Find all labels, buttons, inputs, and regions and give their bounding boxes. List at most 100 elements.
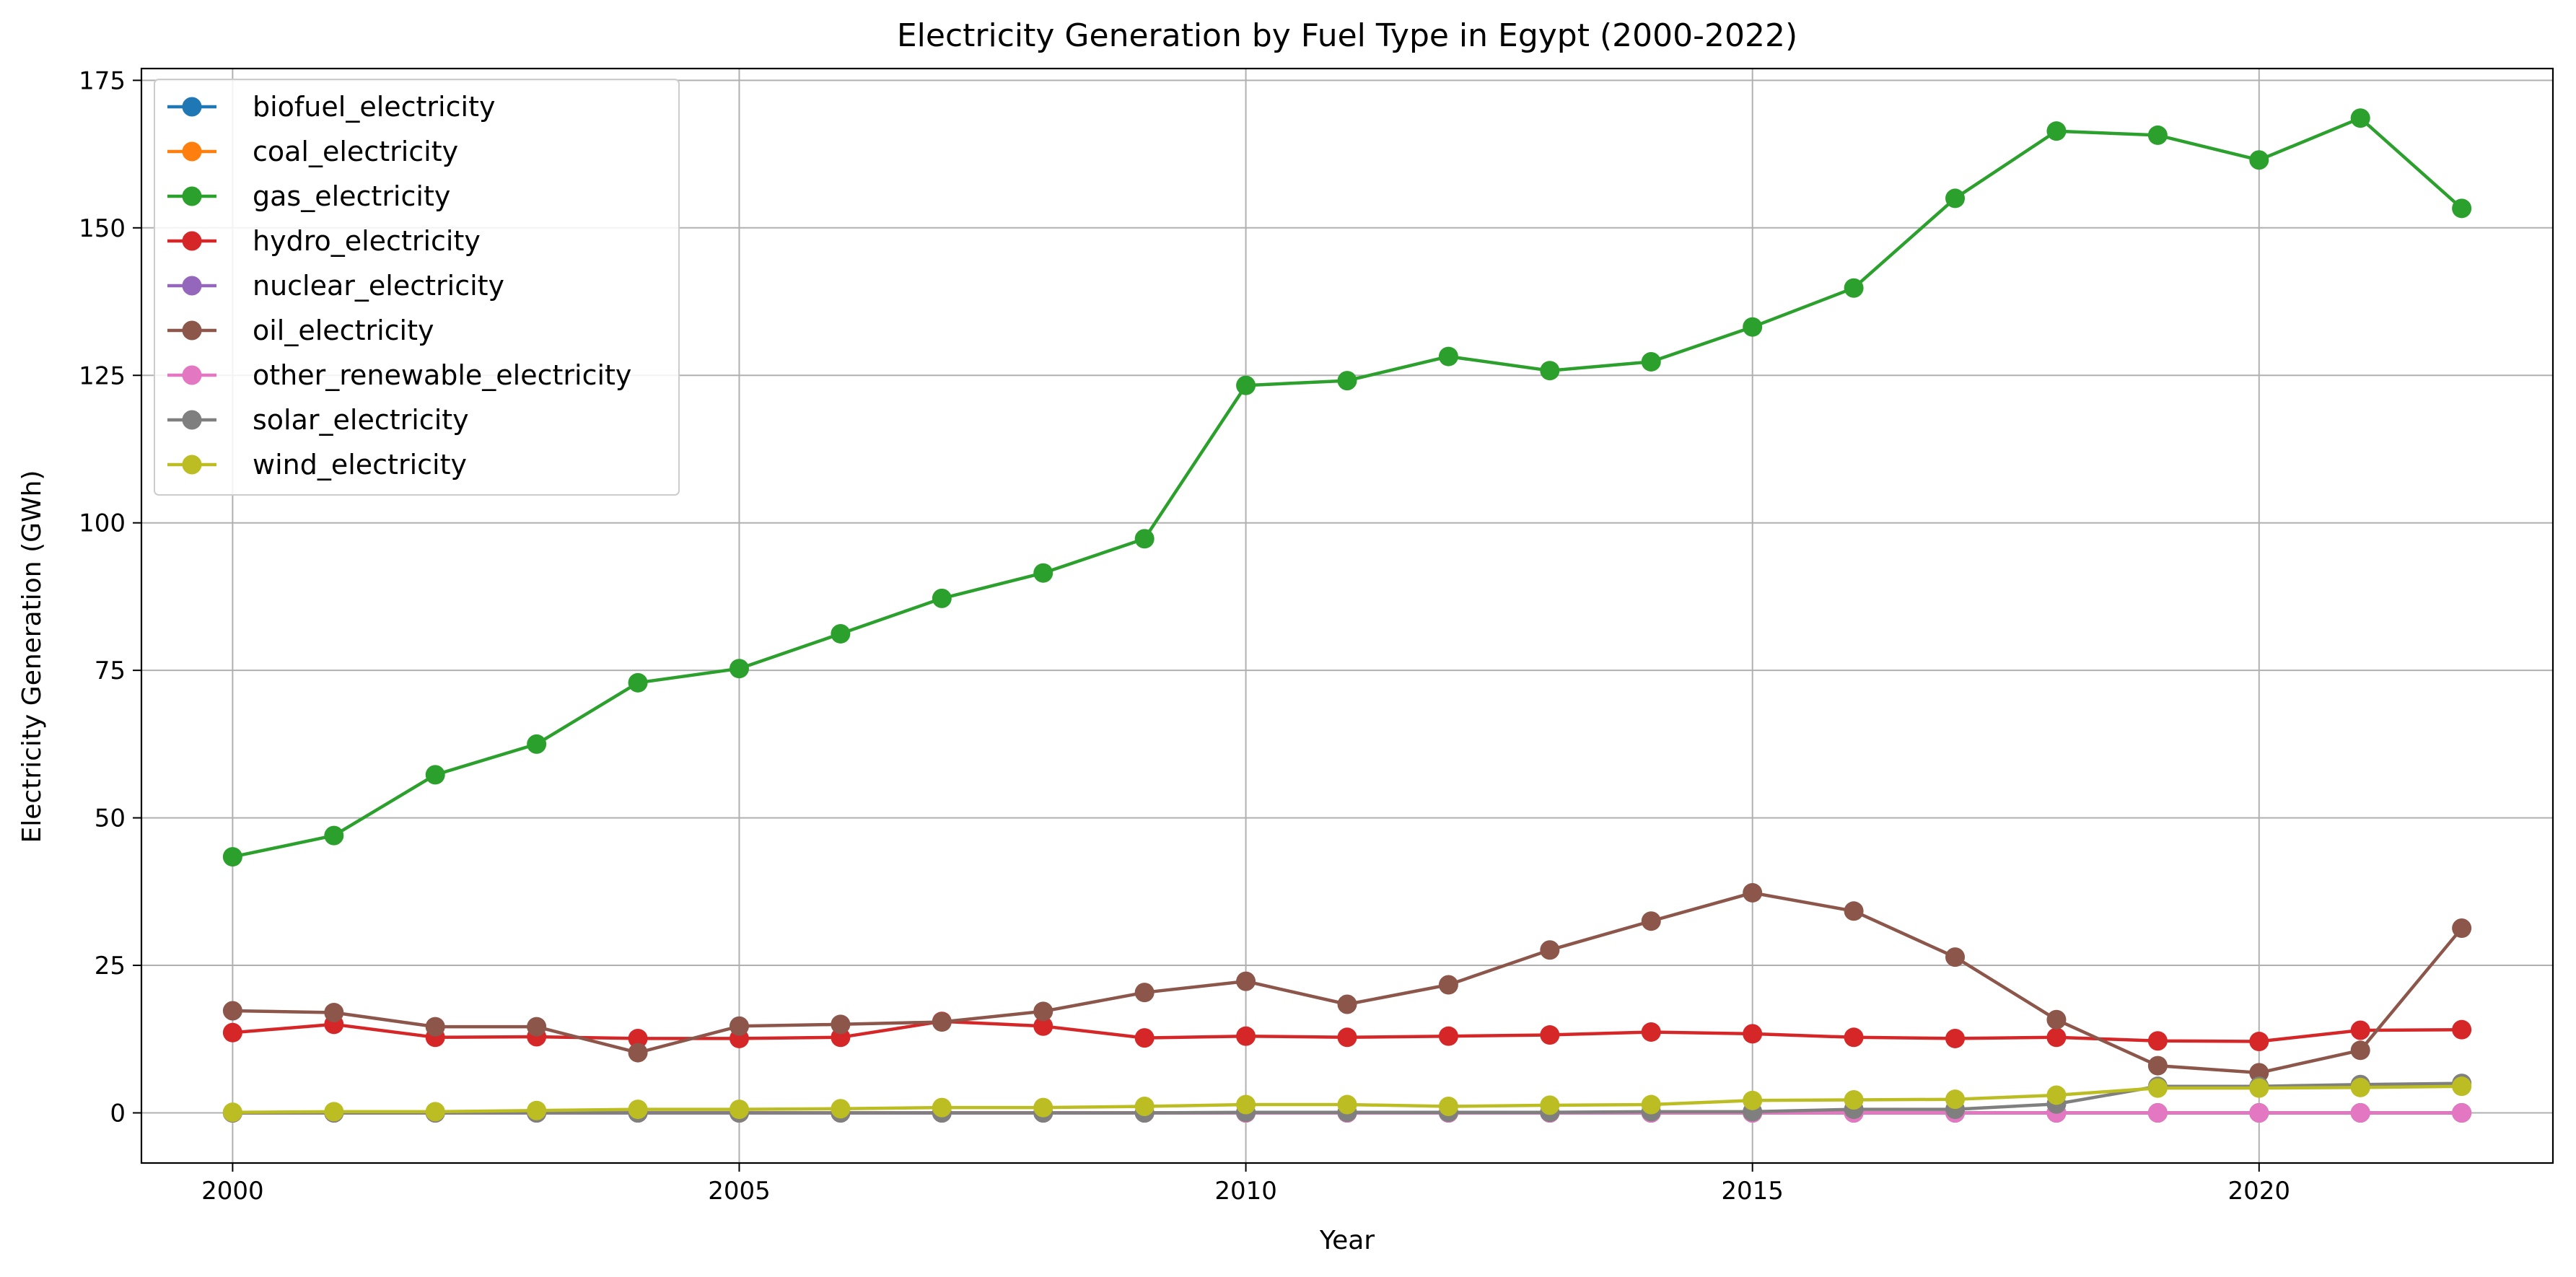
legend-marker [182,231,202,251]
data-point [932,1012,952,1032]
data-point [1743,882,1763,903]
data-point [1134,983,1155,1003]
data-point [1844,901,1864,921]
y-tick-label: 25 [95,952,126,980]
data-point [527,1017,547,1037]
data-point [2147,1031,2168,1051]
data-point [324,825,344,846]
data-point [1641,351,1661,372]
data-point [324,1102,344,1122]
legend-item: wind_electricity [167,449,467,480]
data-point [1337,1027,1357,1048]
data-point [1236,1094,1256,1115]
legend-label: gas_electricity [253,180,450,212]
data-point [2046,121,2067,141]
legend-marker [182,141,202,162]
data-point [729,1016,749,1036]
data-point [1641,1094,1661,1115]
data-point [2249,1032,2269,1052]
legend-item: solar_electricity [167,404,469,436]
data-point [1438,346,1458,367]
data-point [2452,1019,2472,1040]
data-point [2147,1102,2168,1123]
legend-marker [182,410,202,430]
legend-marker [182,455,202,475]
data-point [729,1100,749,1120]
data-point [527,1100,547,1120]
legend-marker [182,186,202,206]
data-point [1945,1028,1966,1048]
y-tick-label: 50 [95,804,126,833]
data-point [1134,529,1155,549]
data-point [222,847,242,867]
legend-label: solar_electricity [253,404,469,436]
data-point [1236,971,1256,991]
legend-label: other_renewable_electricity [253,359,631,391]
data-point [1743,1024,1763,1044]
legend-marker [182,320,202,341]
data-point [2350,1040,2370,1061]
legend-label: wind_electricity [253,449,467,480]
data-point [1337,371,1357,391]
data-point [628,1028,648,1048]
x-axis-label: Year [1319,1226,1375,1255]
data-point [1438,975,1458,995]
data-point [1033,563,1053,583]
data-point [1945,947,1966,967]
data-point [2046,1009,2067,1030]
legend-item: gas_electricity [167,180,450,212]
legend-marker [182,276,202,296]
data-point [2452,198,2472,219]
y-tick-label: 0 [110,1099,126,1128]
data-point [1945,188,1966,209]
data-point [2147,125,2168,145]
data-point [2452,918,2472,939]
data-point [425,765,445,785]
data-point [729,659,749,679]
chart-title: Electricity Generation by Fuel Type in E… [897,17,1797,54]
legend-item: coal_electricity [167,136,458,167]
legend-label: oil_electricity [253,315,434,346]
legend-item: other_renewable_electricity [167,359,631,391]
data-point [1033,1016,1053,1036]
y-tick-label: 100 [79,509,126,538]
x-tick-label: 2015 [1721,1177,1784,1206]
legend-label: hydro_electricity [253,225,481,257]
data-point [324,1002,344,1022]
data-point [425,1017,445,1037]
x-tick-label: 2020 [2228,1177,2291,1206]
y-axis-label: Electricity Generation (GWh) [17,470,47,843]
y-tick-label: 150 [79,214,126,243]
series-layer [222,108,2472,1123]
legend-item: oil_electricity [167,315,434,346]
x-tick-label: 2005 [708,1177,771,1206]
data-point [628,672,648,693]
data-point [1033,1001,1053,1022]
data-point [1236,1026,1256,1046]
data-point [1844,278,1864,298]
legend-item: biofuel_electricity [167,91,495,123]
data-point [2046,1027,2067,1048]
y-tick-label: 175 [79,66,126,95]
series-oil_electricity [222,882,2472,1083]
data-point [222,1001,242,1021]
data-point [1438,1096,1458,1116]
legend-label: coal_electricity [253,136,458,167]
data-point [2350,1020,2370,1040]
legend-marker [182,97,202,117]
data-point [2350,1102,2370,1123]
x-tick-label: 2000 [201,1177,264,1206]
data-point [527,734,547,754]
data-point [1236,375,1256,395]
plot-frame [140,67,2554,1164]
data-point [1743,1090,1763,1110]
data-point [2249,1102,2269,1123]
data-point [1540,361,1560,381]
x-tick-label: 2010 [1214,1177,1277,1206]
data-point [425,1102,445,1122]
data-point [2350,108,2370,128]
data-point [1641,1022,1661,1042]
data-point [2046,1085,2067,1105]
data-point [222,1022,242,1043]
data-point [2249,1063,2269,1083]
